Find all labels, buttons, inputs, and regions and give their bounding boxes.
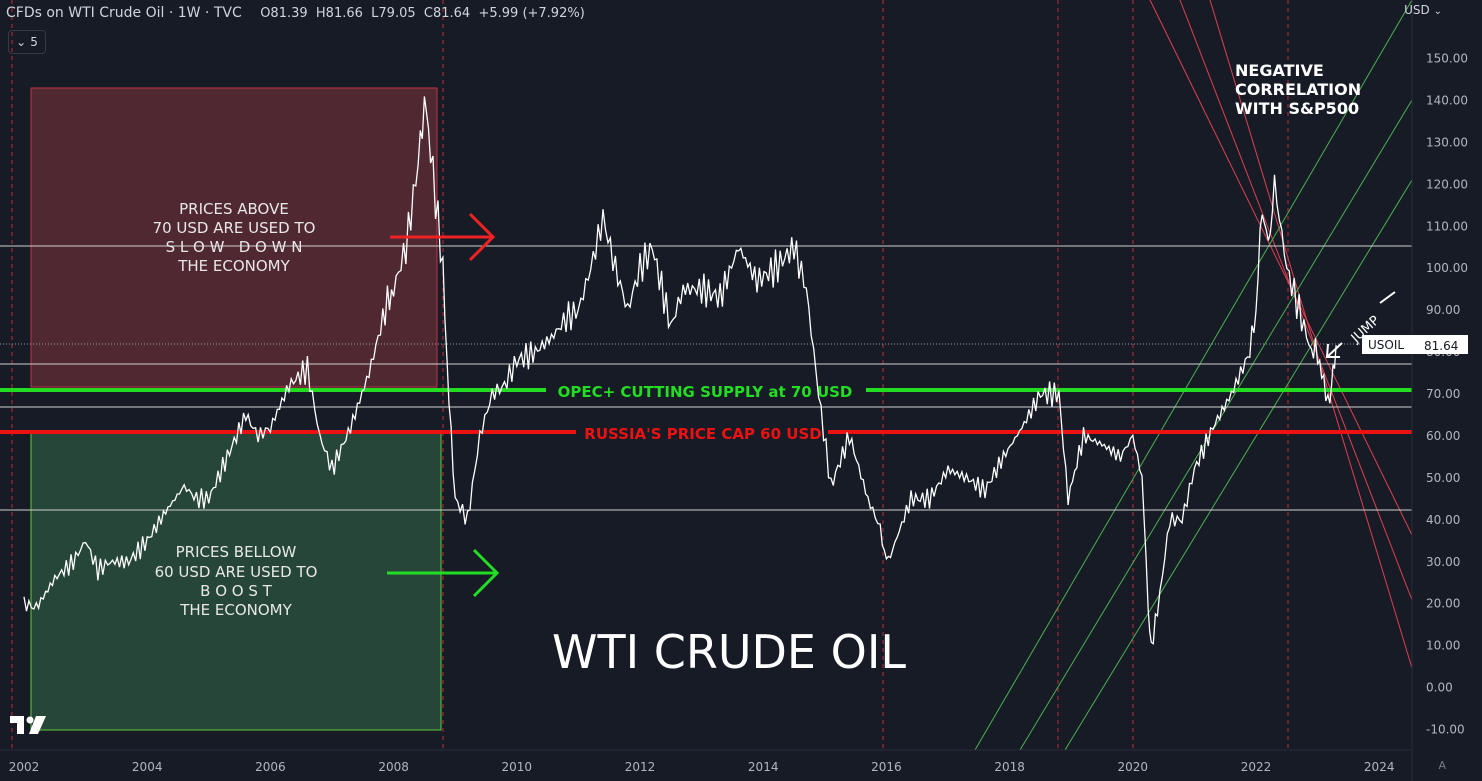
price-cap-label: RUSSIA'S PRICE CAP 60 USD [584, 425, 821, 443]
x-tick-label: 2012 [625, 760, 656, 774]
event-lines [11, 0, 1289, 750]
x-tick-label: 2016 [871, 760, 902, 774]
chevron-down-icon: ⌄ [1433, 6, 1442, 17]
below-text-3: B O O S T [200, 582, 272, 600]
price-series-line [23, 96, 1337, 645]
chevron-down-icon: ⌄ [16, 35, 27, 49]
x-tick-label: 2010 [502, 760, 533, 774]
y-tick-label: 140.00 [1426, 93, 1468, 107]
indicator-count: 5 [30, 35, 38, 49]
neg-corr-3: WITH S&P500 [1235, 99, 1359, 118]
above-text-2: 70 USD ARE USED TO [153, 219, 316, 237]
currency-unit: USD [1404, 3, 1430, 17]
y-tick-label: 40.00 [1426, 513, 1460, 527]
jump-arrow [1325, 291, 1396, 358]
uptrend-channel [974, 0, 1413, 751]
boost-zone [30, 431, 442, 731]
x-tick-label: 2008 [378, 760, 409, 774]
chart-header: CFDs on WTI Crude Oil · 1W · TVC O81.39 … [6, 5, 585, 21]
y-tick-label: 30.00 [1426, 555, 1460, 569]
change-value: +5.99 (+7.92%) [478, 6, 585, 21]
y-tick-label: 0.00 [1426, 681, 1453, 695]
symbol-tag: USOIL [1368, 338, 1404, 352]
x-tick-label: 2004 [132, 760, 163, 774]
slow-down-zone [30, 87, 438, 388]
x-axis-ticks[interactable]: 2002 2004 2006 2008 2010 2012 2014 2016 2018 2020… [9, 760, 1395, 774]
x-tick-label: 2018 [994, 760, 1025, 774]
y-tick-label: 50.00 [1426, 471, 1460, 485]
last-price-value: 81.64 [1424, 339, 1458, 353]
below-text-4: THE ECONOMY [179, 601, 292, 619]
x-tick-label: 2022 [1241, 760, 1272, 774]
y-tick-label: 20.00 [1426, 597, 1460, 611]
y-tick-label: 100.00 [1426, 261, 1468, 275]
currency-unit-button[interactable]: USD ⌄ [1404, 3, 1442, 17]
opec-label: OPEC+ CUTTING SUPPLY at 70 USD [558, 383, 853, 401]
x-tick-label: 2014 [748, 760, 779, 774]
neg-corr-2: CORRELATION [1235, 80, 1361, 99]
red-arrow [390, 212, 496, 262]
close-value: C81.64 [423, 6, 471, 21]
x-tick-label: 2020 [1118, 760, 1149, 774]
green-arrow [387, 548, 500, 598]
below-text-1: PRICES BELLOW [176, 543, 297, 561]
main-title: WTI CRUDE OIL [552, 625, 906, 679]
y-tick-label: 130.00 [1426, 135, 1468, 149]
high-value: H81.66 [315, 6, 363, 21]
symbol-title[interactable]: CFDs on WTI Crude Oil · 1W · TVC [6, 5, 242, 21]
y-tick-label: 10.00 [1426, 639, 1460, 653]
low-value: L79.05 [371, 6, 416, 21]
y-tick-label: 60.00 [1426, 429, 1460, 443]
below-text-2: 60 USD ARE USED TO [155, 563, 318, 581]
horizontal-levels [0, 245, 1412, 511]
above-text-3: S L O W D O W N [166, 238, 303, 256]
above-text-4: THE ECONOMY [177, 257, 290, 275]
y-tick-label: 120.00 [1426, 177, 1468, 191]
tradingview-logo-icon[interactable] [10, 714, 48, 736]
y-tick-label: 110.00 [1426, 219, 1468, 233]
last-price-box [1412, 335, 1468, 354]
x-tick-label: 2006 [255, 760, 286, 774]
x-tick-label: 2024 [1364, 760, 1395, 774]
y-tick-label: 70.00 [1426, 387, 1460, 401]
symbol-tag-box [1362, 335, 1412, 354]
open-value: O81.39 [260, 6, 308, 21]
y-tick-label: 150.00 [1426, 52, 1468, 66]
ohlc-values: O81.39 H81.66 L79.05 C81.64 +5.99 (+7.92… [260, 6, 585, 21]
auto-scale-button[interactable]: A [1438, 759, 1446, 772]
neg-corr-1: NEGATIVE [1235, 61, 1324, 80]
y-tick-label: -10.00 [1426, 723, 1465, 737]
x-tick-label: 2002 [9, 760, 40, 774]
indicators-toggle-button[interactable]: ⌄ 5 [8, 30, 46, 54]
y-tick-label: 90.00 [1426, 303, 1460, 317]
above-text-1: PRICES ABOVE [179, 200, 289, 218]
